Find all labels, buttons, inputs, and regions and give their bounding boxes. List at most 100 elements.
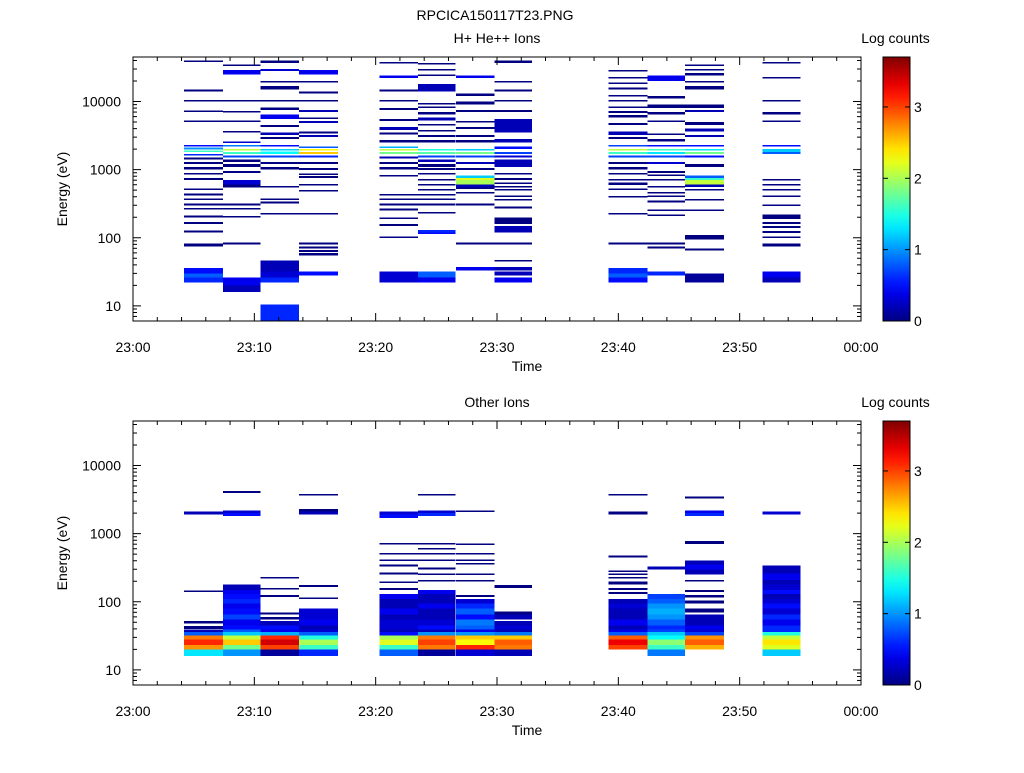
y-tick-label: 10000 [82,94,121,110]
data-cell [762,188,801,191]
data-cell [222,625,261,630]
data-cell [379,635,419,640]
data-cell [685,608,724,613]
data-cell [299,183,339,186]
data-cell [379,645,419,650]
data-cell [647,209,686,212]
data-cell [647,195,686,197]
data-cell [455,110,495,113]
data-cell [418,230,456,233]
data-cell [455,631,495,636]
data-cell [455,120,495,123]
data-cell [762,603,801,609]
data-cell [379,62,419,64]
data-cell [608,166,648,170]
data-cell [494,629,533,632]
data-cell [379,564,419,567]
data-cell [183,177,223,181]
data-cell [647,271,686,276]
data-cell [222,635,261,640]
data-cell [260,151,300,154]
data-cell [762,565,801,574]
data-cell [379,193,419,196]
data-cell [647,639,686,646]
colorbar [882,56,911,322]
data-cell [222,144,261,147]
data-cell [762,62,801,64]
data-cell [494,172,533,175]
data-cell [685,135,724,138]
data-cell [183,172,223,175]
data-cell [299,176,339,178]
data-cell [608,123,648,126]
data-cell [222,589,261,594]
y-tick-label: 100 [98,594,122,610]
data-cell [455,191,495,194]
data-cell [183,188,223,191]
data-cell [608,94,648,97]
data-cell [762,573,801,580]
data-cell [379,629,419,632]
data-cell [455,168,495,170]
data-cell [608,591,648,594]
data-cell [379,619,419,626]
data-cell [455,267,495,271]
data-cell [455,101,495,105]
data-cell [418,198,456,200]
data-cell [418,510,456,514]
colorbar-tick-label: 3 [914,463,922,479]
data-cell [418,547,456,550]
data-cell [222,64,261,67]
data-cell [379,198,419,200]
data-cell [183,511,223,515]
data-cell [299,585,339,587]
data-cell [260,107,300,111]
y-axis-label: Energy (eV) [54,516,70,591]
data-cell [455,649,495,656]
data-cell [222,70,261,75]
data-cell [418,594,456,599]
panel-title: H+ He++ Ions [454,30,541,46]
data-cell [260,277,300,283]
data-cell [260,629,300,632]
data-cell [222,645,261,650]
data-cell [647,645,686,650]
data-cell [260,100,300,102]
data-cell [418,188,456,191]
data-cell [608,511,648,515]
data-cell [379,223,419,226]
data-cell [418,74,456,76]
x-tick-label: 23:00 [115,339,150,355]
data-cell [455,639,495,646]
data-cell [379,75,419,79]
data-cell [183,635,223,640]
data-cell [685,614,724,620]
data-cell [455,625,495,630]
data-cell [455,619,495,626]
data-cell [685,510,724,514]
data-cell [608,570,648,572]
data-cell [608,172,648,175]
data-cell [455,510,495,512]
x-tick-label: 23:50 [722,339,757,355]
data-cell [379,132,419,135]
data-cell [418,69,456,71]
data-cell [455,175,495,178]
data-cell [647,246,686,249]
data-cell [494,260,533,262]
data-cell [455,595,495,597]
data-cell [762,76,801,79]
data-cell [455,177,495,181]
data-cell [183,153,223,156]
data-cell [299,635,339,640]
data-cell [494,182,533,184]
data-cell [183,147,223,150]
data-cell [260,155,300,158]
data-cell [494,177,533,181]
data-cell [379,89,419,92]
data-cell [608,581,648,585]
data-cell [183,203,223,206]
data-cell [260,612,300,615]
data-cell [299,168,339,170]
